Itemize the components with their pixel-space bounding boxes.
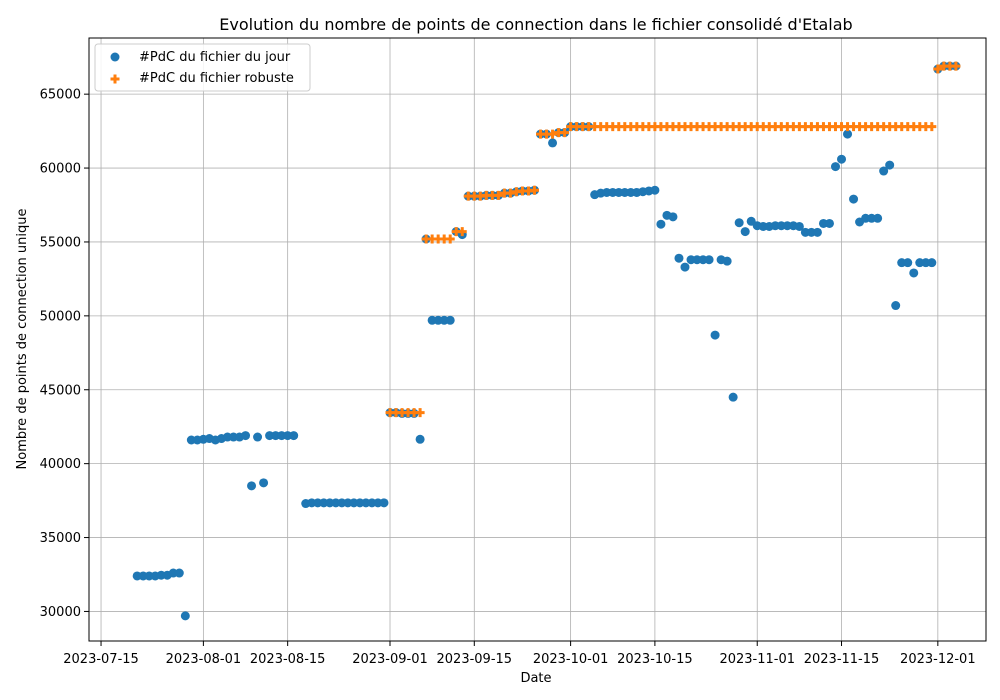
data-point-robuste [933, 64, 943, 74]
legend: #PdC du fichier du jour #PdC du fichier … [94, 43, 311, 92]
data-point-jour [794, 221, 804, 231]
y-tick-label: 35000 [40, 531, 81, 546]
data-point-jour [650, 185, 660, 195]
x-tick-label: 2023-07-15 [63, 652, 139, 667]
data-point-jour [873, 213, 883, 223]
data-points [132, 61, 961, 621]
x-tick-label: 2023-12-01 [900, 652, 976, 667]
y-tick-label: 50000 [40, 309, 81, 324]
data-point-robuste [415, 408, 425, 418]
legend-label-jour: #PdC du fichier du jour [139, 50, 291, 65]
y-tick-label: 30000 [40, 605, 81, 620]
data-point-jour [909, 268, 919, 278]
legend-box [94, 43, 311, 92]
x-tick-label: 2023-08-15 [250, 652, 326, 667]
data-point-jour [885, 160, 895, 170]
data-point-jour [289, 431, 299, 441]
data-point-jour [415, 434, 425, 444]
data-point-jour [445, 315, 455, 325]
data-point-jour [837, 154, 847, 164]
data-point-jour [812, 227, 822, 237]
data-point-robuste [445, 234, 455, 244]
data-point-jour [704, 255, 714, 265]
data-point-jour [379, 498, 389, 508]
plot-area-frame [88, 37, 987, 642]
y-axis-title: Nombre de points de connection unique [15, 209, 30, 470]
data-point-jour [722, 256, 732, 266]
x-tick-label: 2023-10-01 [533, 652, 609, 667]
chart-title: Evolution du nombre de points de connect… [219, 15, 852, 34]
x-tick-label: 2023-09-15 [437, 652, 513, 667]
data-point-jour [680, 262, 690, 272]
data-point-robuste [951, 61, 961, 71]
data-point-jour [174, 568, 184, 578]
data-point-jour [241, 431, 251, 441]
x-axis-ticks: 2023-07-15 2023-08-01 2023-08-15 2023-09-01… [63, 641, 976, 667]
y-tick-label: 65000 [40, 88, 81, 103]
data-point-jour [668, 212, 678, 222]
data-point-jour [734, 218, 744, 228]
data-point-jour [247, 481, 257, 491]
data-point-jour [891, 301, 901, 311]
data-point-jour [710, 330, 720, 340]
data-point-jour [740, 227, 750, 237]
data-point-robuste [927, 122, 937, 132]
grid-lines [89, 38, 986, 641]
data-point-jour [843, 129, 853, 139]
y-tick-label: 40000 [40, 457, 81, 472]
data-point-jour [548, 138, 558, 148]
y-axis-ticks: 30000 35000 40000 45000 50000 55000 60000 65000 [40, 88, 89, 620]
legend-marker-jour [110, 52, 120, 62]
y-tick-label: 45000 [40, 383, 81, 398]
y-tick-label: 55000 [40, 235, 81, 250]
x-tick-label: 2023-11-01 [719, 652, 795, 667]
legend-marker-robuste [110, 74, 120, 84]
data-point-jour [674, 253, 684, 263]
data-point-jour [927, 258, 937, 268]
x-axis-title: Date [520, 671, 551, 686]
data-point-jour [849, 194, 859, 204]
data-point-robuste [493, 190, 503, 200]
data-point-jour [180, 611, 190, 621]
data-point-jour [830, 162, 840, 172]
data-point-jour [253, 432, 263, 442]
x-tick-label: 2023-10-15 [617, 652, 693, 667]
x-tick-label: 2023-11-15 [804, 652, 880, 667]
data-point-jour [903, 258, 913, 268]
data-point-jour [259, 478, 269, 488]
x-tick-label: 2023-08-01 [166, 652, 242, 667]
data-point-jour [879, 166, 889, 176]
data-point-robuste [529, 185, 539, 195]
data-point-robuste [560, 128, 570, 138]
legend-label-robuste: #PdC du fichier robuste [139, 71, 294, 86]
x-tick-label: 2023-09-01 [352, 652, 428, 667]
data-point-jour [728, 392, 738, 402]
data-point-robuste [457, 227, 467, 237]
data-point-jour [824, 218, 834, 228]
y-tick-label: 60000 [40, 162, 81, 177]
data-point-jour [656, 219, 666, 229]
